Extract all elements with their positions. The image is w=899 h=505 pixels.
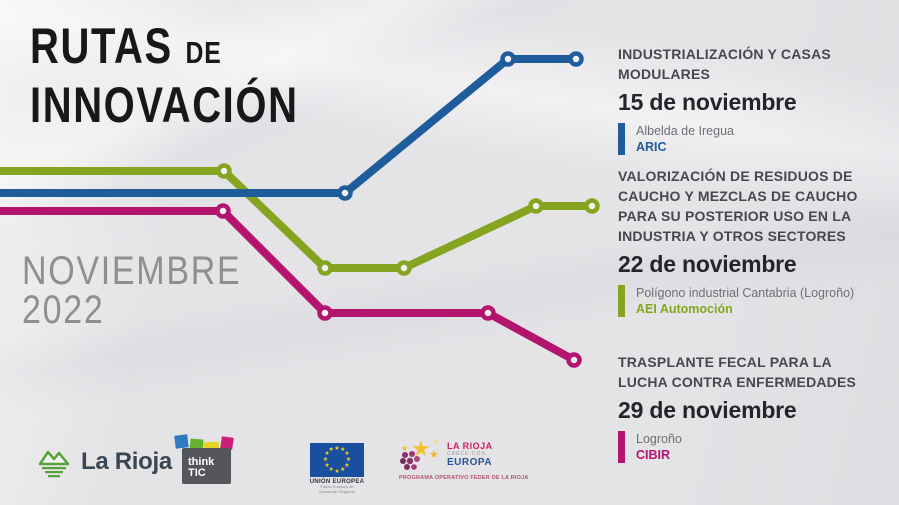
route-stop-node <box>584 198 600 214</box>
route-stop-node <box>215 203 231 219</box>
thinktic-label-think: think <box>188 456 215 468</box>
eu-star-icon: ★ <box>345 457 352 463</box>
eu-sublabel: Fondo Europeo de Desarrollo Regional <box>319 485 355 495</box>
logo-feder-la-rioja: ★ ★ ★ ★ LA RIOJA CRECE CON EUROPA <box>399 436 529 481</box>
thinktic-box: think TIC <box>182 448 231 484</box>
route-stop-node <box>317 305 333 321</box>
feder-caption: PROGRAMA OPERATIVO FEDER DE LA RIOJA <box>399 475 529 481</box>
period-year: 2022 <box>22 288 105 332</box>
feder-la-rioja-label: LA RIOJA <box>447 441 493 451</box>
route-stop-node <box>528 198 544 214</box>
route-stop-node <box>500 51 516 67</box>
eu-star-icon: ★ <box>324 451 330 458</box>
event-block-industrializacion: INDUSTRIALIZACIÓN Y CASAS MODULARES 15 d… <box>618 44 884 155</box>
la-rioja-mountains-icon <box>38 450 70 478</box>
feder-crece-con-label: CRECE CON <box>447 451 487 457</box>
poster-title: RUTAS DE INNOVACIÓN <box>30 20 366 131</box>
eu-star-icon: ★ <box>344 462 350 469</box>
logo-la-rioja: La Rioja <box>38 446 172 478</box>
period-block: NOVIEMBRE 2022 <box>22 249 280 332</box>
location-label: Albelda de Iregua <box>636 124 734 138</box>
feder-star-icon: ★ <box>411 436 431 461</box>
title-innovacion: INNOVACIÓN <box>30 77 299 133</box>
route-color-bar: Logroño CIBIR <box>618 431 884 463</box>
eu-star-icon: ★ <box>344 451 350 458</box>
title-rutas: RUTAS <box>30 18 173 74</box>
event-title: TRASPLANTE FECAL PARA LA LUCHA CONTRA EN… <box>618 354 857 390</box>
route-stop-node <box>566 352 582 368</box>
route-line-industrializacion <box>0 55 576 197</box>
eu-star-icon: ★ <box>322 457 329 463</box>
event-date: 15 de noviembre <box>618 89 797 115</box>
location-label: Polígono industrial Cantabria (Logroño) <box>636 286 855 300</box>
feder-grapes-icon <box>400 451 420 470</box>
route-stop-node <box>480 305 496 321</box>
event-date: 29 de noviembre <box>618 397 797 423</box>
route-color-bar: Albelda de Iregua ARIC <box>618 123 884 155</box>
event-block-valorizacion: VALORIZACIÓN DE RESIDUOS DE CAUCHO Y MEZ… <box>618 166 884 317</box>
eu-star-icon: ★ <box>334 445 340 452</box>
period-month: NOVIEMBRE <box>22 249 242 293</box>
thinktic-tile-blue-icon <box>174 434 189 449</box>
route-stop-node <box>317 260 333 276</box>
feder-star-icon: ★ <box>429 449 439 461</box>
eu-label: UNIÓN EUROPEA <box>309 479 365 485</box>
feder-star-icon: ★ <box>401 444 409 453</box>
title-de: DE <box>185 35 222 70</box>
event-title: INDUSTRIALIZACIÓN Y CASAS MODULARES <box>618 46 831 82</box>
route-line-valorizacion <box>0 167 592 272</box>
eu-flag-icon: ★ ★ ★ ★ ★ ★ ★ ★ ★ ★ ★ ★ <box>310 443 364 477</box>
organization-label: AEI Automoción <box>636 302 733 316</box>
location-label: Logroño <box>636 432 682 446</box>
eu-star-icon: ★ <box>328 447 334 454</box>
thinktic-label-tic: TIC <box>188 467 206 479</box>
eu-star-icon: ★ <box>324 462 330 469</box>
route-color-bar: Polígono industrial Cantabria (Logroño) … <box>618 285 884 317</box>
organization-label: ARIC <box>636 140 667 154</box>
logo-union-europea: ★ ★ ★ ★ ★ ★ ★ ★ ★ ★ ★ ★ UNIÓN EUROPEA Fondo Europeo… <box>308 443 366 497</box>
title-line-1: RUTAS DE <box>30 20 299 79</box>
feder-europa-label: EUROPA <box>447 457 493 468</box>
organization-label: CIBIR <box>636 448 671 462</box>
route-stop-node <box>396 260 412 276</box>
feder-star-icon: ★ <box>433 439 440 446</box>
route-stop-node <box>568 51 584 67</box>
logo-thinktic: think TIC <box>174 434 236 486</box>
eu-star-icon: ★ <box>340 447 346 454</box>
eu-star-icon: ★ <box>328 466 334 473</box>
event-date: 22 de noviembre <box>618 251 797 277</box>
feder-stars-grapes-icon: ★ ★ ★ ★ <box>399 436 443 472</box>
la-rioja-label: La Rioja <box>81 448 172 475</box>
event-title: VALORIZACIÓN DE RESIDUOS DE CAUCHO Y MEZ… <box>618 168 858 244</box>
route-stop-node <box>337 185 353 201</box>
eu-star-icon: ★ <box>334 468 340 475</box>
event-block-trasplante: TRASPLANTE FECAL PARA LA LUCHA CONTRA EN… <box>618 352 884 463</box>
eu-star-icon: ★ <box>340 466 346 473</box>
route-stop-node <box>216 163 232 179</box>
